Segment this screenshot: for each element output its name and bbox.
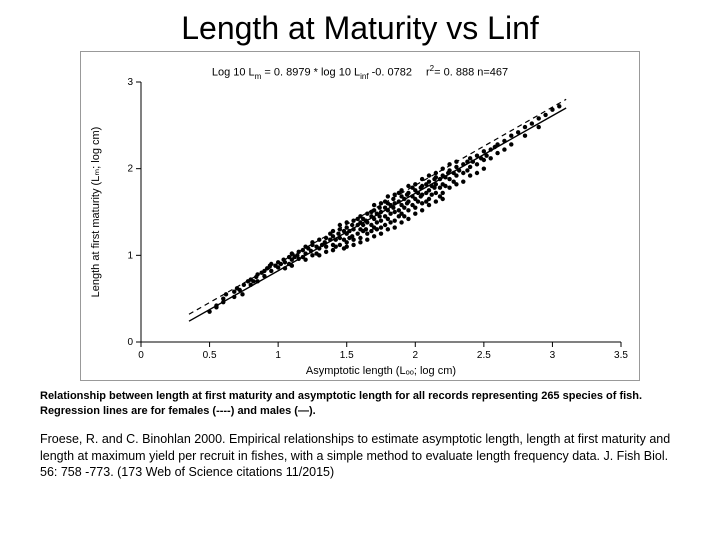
svg-text:1.5: 1.5 xyxy=(340,350,354,361)
svg-text:Length at first maturity (Lₘ;: Length at first maturity (Lₘ; log cm) xyxy=(90,127,102,298)
svg-text:3: 3 xyxy=(550,350,556,361)
svg-text:1: 1 xyxy=(275,350,281,361)
page-title: Length at Maturity vs Linf xyxy=(30,10,690,47)
svg-text:2: 2 xyxy=(413,350,419,361)
svg-text:2.5: 2.5 xyxy=(477,350,491,361)
svg-text:1: 1 xyxy=(127,250,133,261)
svg-text:0: 0 xyxy=(127,337,133,348)
scatter-chart: Log 10 Lm = 0. 8979 * log 10 Linf -0. 07… xyxy=(80,51,640,381)
svg-text:0.5: 0.5 xyxy=(203,350,217,361)
svg-text:Asymptotic length (Lₒₒ; log cm: Asymptotic length (Lₒₒ; log cm) xyxy=(306,365,456,377)
svg-text:2: 2 xyxy=(127,164,133,175)
regression-equation: Log 10 Lm = 0. 8979 * log 10 Linf -0. 07… xyxy=(81,64,639,81)
svg-text:0: 0 xyxy=(138,350,144,361)
svg-text:3.5: 3.5 xyxy=(614,350,628,361)
chart-caption: Relationship between length at first mat… xyxy=(40,389,680,419)
chart-svg: 00.511.522.533.50123Asymptotic length (L… xyxy=(81,52,641,382)
citation: Froese, R. and C. Binohlan 2000. Empiric… xyxy=(40,431,680,482)
